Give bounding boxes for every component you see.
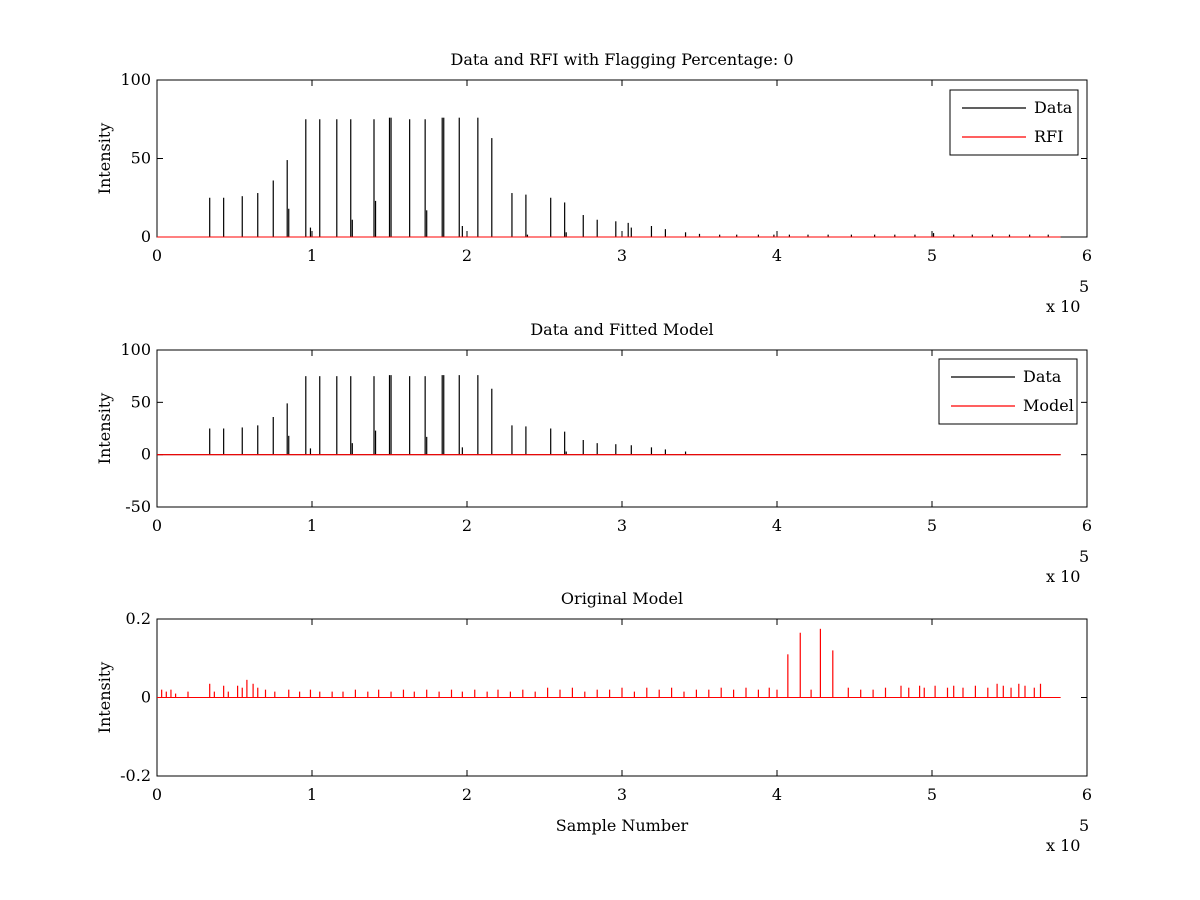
x-tick-label: 6 [1082, 246, 1092, 265]
legend-label: Data [1034, 98, 1073, 117]
x-tick-label: 1 [307, 785, 317, 804]
x-tick-label: 2 [462, 516, 472, 535]
x-multiplier-exponent: 5 [1079, 547, 1089, 566]
x-multiplier: x 10 [1046, 567, 1080, 586]
x-tick-label: 4 [772, 516, 782, 535]
x-tick-label: 5 [927, 246, 937, 265]
plot-1: 0 1 2 3 4 5 6 0 50 100 Data and RFI with Flagging … [95, 50, 1092, 316]
legend-label: Model [1023, 396, 1074, 415]
x-tick-label: 0 [152, 785, 162, 804]
x-tick-label: 6 [1082, 516, 1092, 535]
x-tick-label: 4 [772, 246, 782, 265]
x-tick-label: 2 [462, 785, 472, 804]
legend-box [938, 358, 1078, 425]
legend: Data RFI [949, 89, 1079, 156]
y-tick-label: 100 [120, 340, 151, 359]
axes-frame [156, 349, 1088, 508]
x-tick-label: 6 [1082, 785, 1092, 804]
y-tick-label: -50 [125, 497, 151, 516]
y-tick-label: 50 [131, 149, 151, 168]
legend-label: Data [1023, 367, 1062, 386]
chart-title: Data and RFI with Flagging Percentage: 0 [450, 50, 793, 69]
x-tick-label: 4 [772, 785, 782, 804]
y-axis-label: Intensity [95, 393, 114, 465]
x-tick-label: 3 [617, 785, 627, 804]
legend: Data Model [938, 358, 1078, 425]
series-data [157, 375, 1061, 456]
y-tick-label: -0.2 [120, 766, 151, 785]
y-tick-label: 0.2 [126, 609, 151, 628]
x-tick-label: 0 [152, 516, 162, 535]
x-tick-label: 5 [927, 785, 937, 804]
x-tick-label: 1 [307, 516, 317, 535]
x-tick-label: 2 [462, 246, 472, 265]
y-axis-label: Intensity [95, 123, 114, 195]
x-tick-label: 3 [617, 516, 627, 535]
x-multiplier-exponent: 5 [1079, 816, 1089, 835]
x-tick-label: 5 [927, 516, 937, 535]
x-tick-label: 3 [617, 246, 627, 265]
x-multiplier: x 10 [1046, 297, 1080, 316]
x-tick-label: 0 [152, 246, 162, 265]
y-tick-label: 50 [131, 392, 151, 411]
y-tick-label: 0 [141, 445, 151, 464]
legend-box [949, 89, 1079, 156]
y-axis-label: Intensity [95, 662, 114, 734]
chart-title: Original Model [561, 589, 683, 608]
x-tick-label: 1 [307, 246, 317, 265]
legend-label: RFI [1034, 127, 1063, 146]
y-tick-label: 0 [141, 688, 151, 707]
y-tick-label: 0 [141, 227, 151, 246]
x-multiplier-exponent: 5 [1079, 277, 1089, 296]
series-original-model [157, 628, 1061, 698]
axes-frame [156, 79, 1088, 238]
y-tick-label: 100 [120, 70, 151, 89]
x-axis-label: Sample Number [556, 816, 689, 835]
chart-title: Data and Fitted Model [530, 320, 713, 339]
x-multiplier: x 10 [1046, 836, 1080, 855]
